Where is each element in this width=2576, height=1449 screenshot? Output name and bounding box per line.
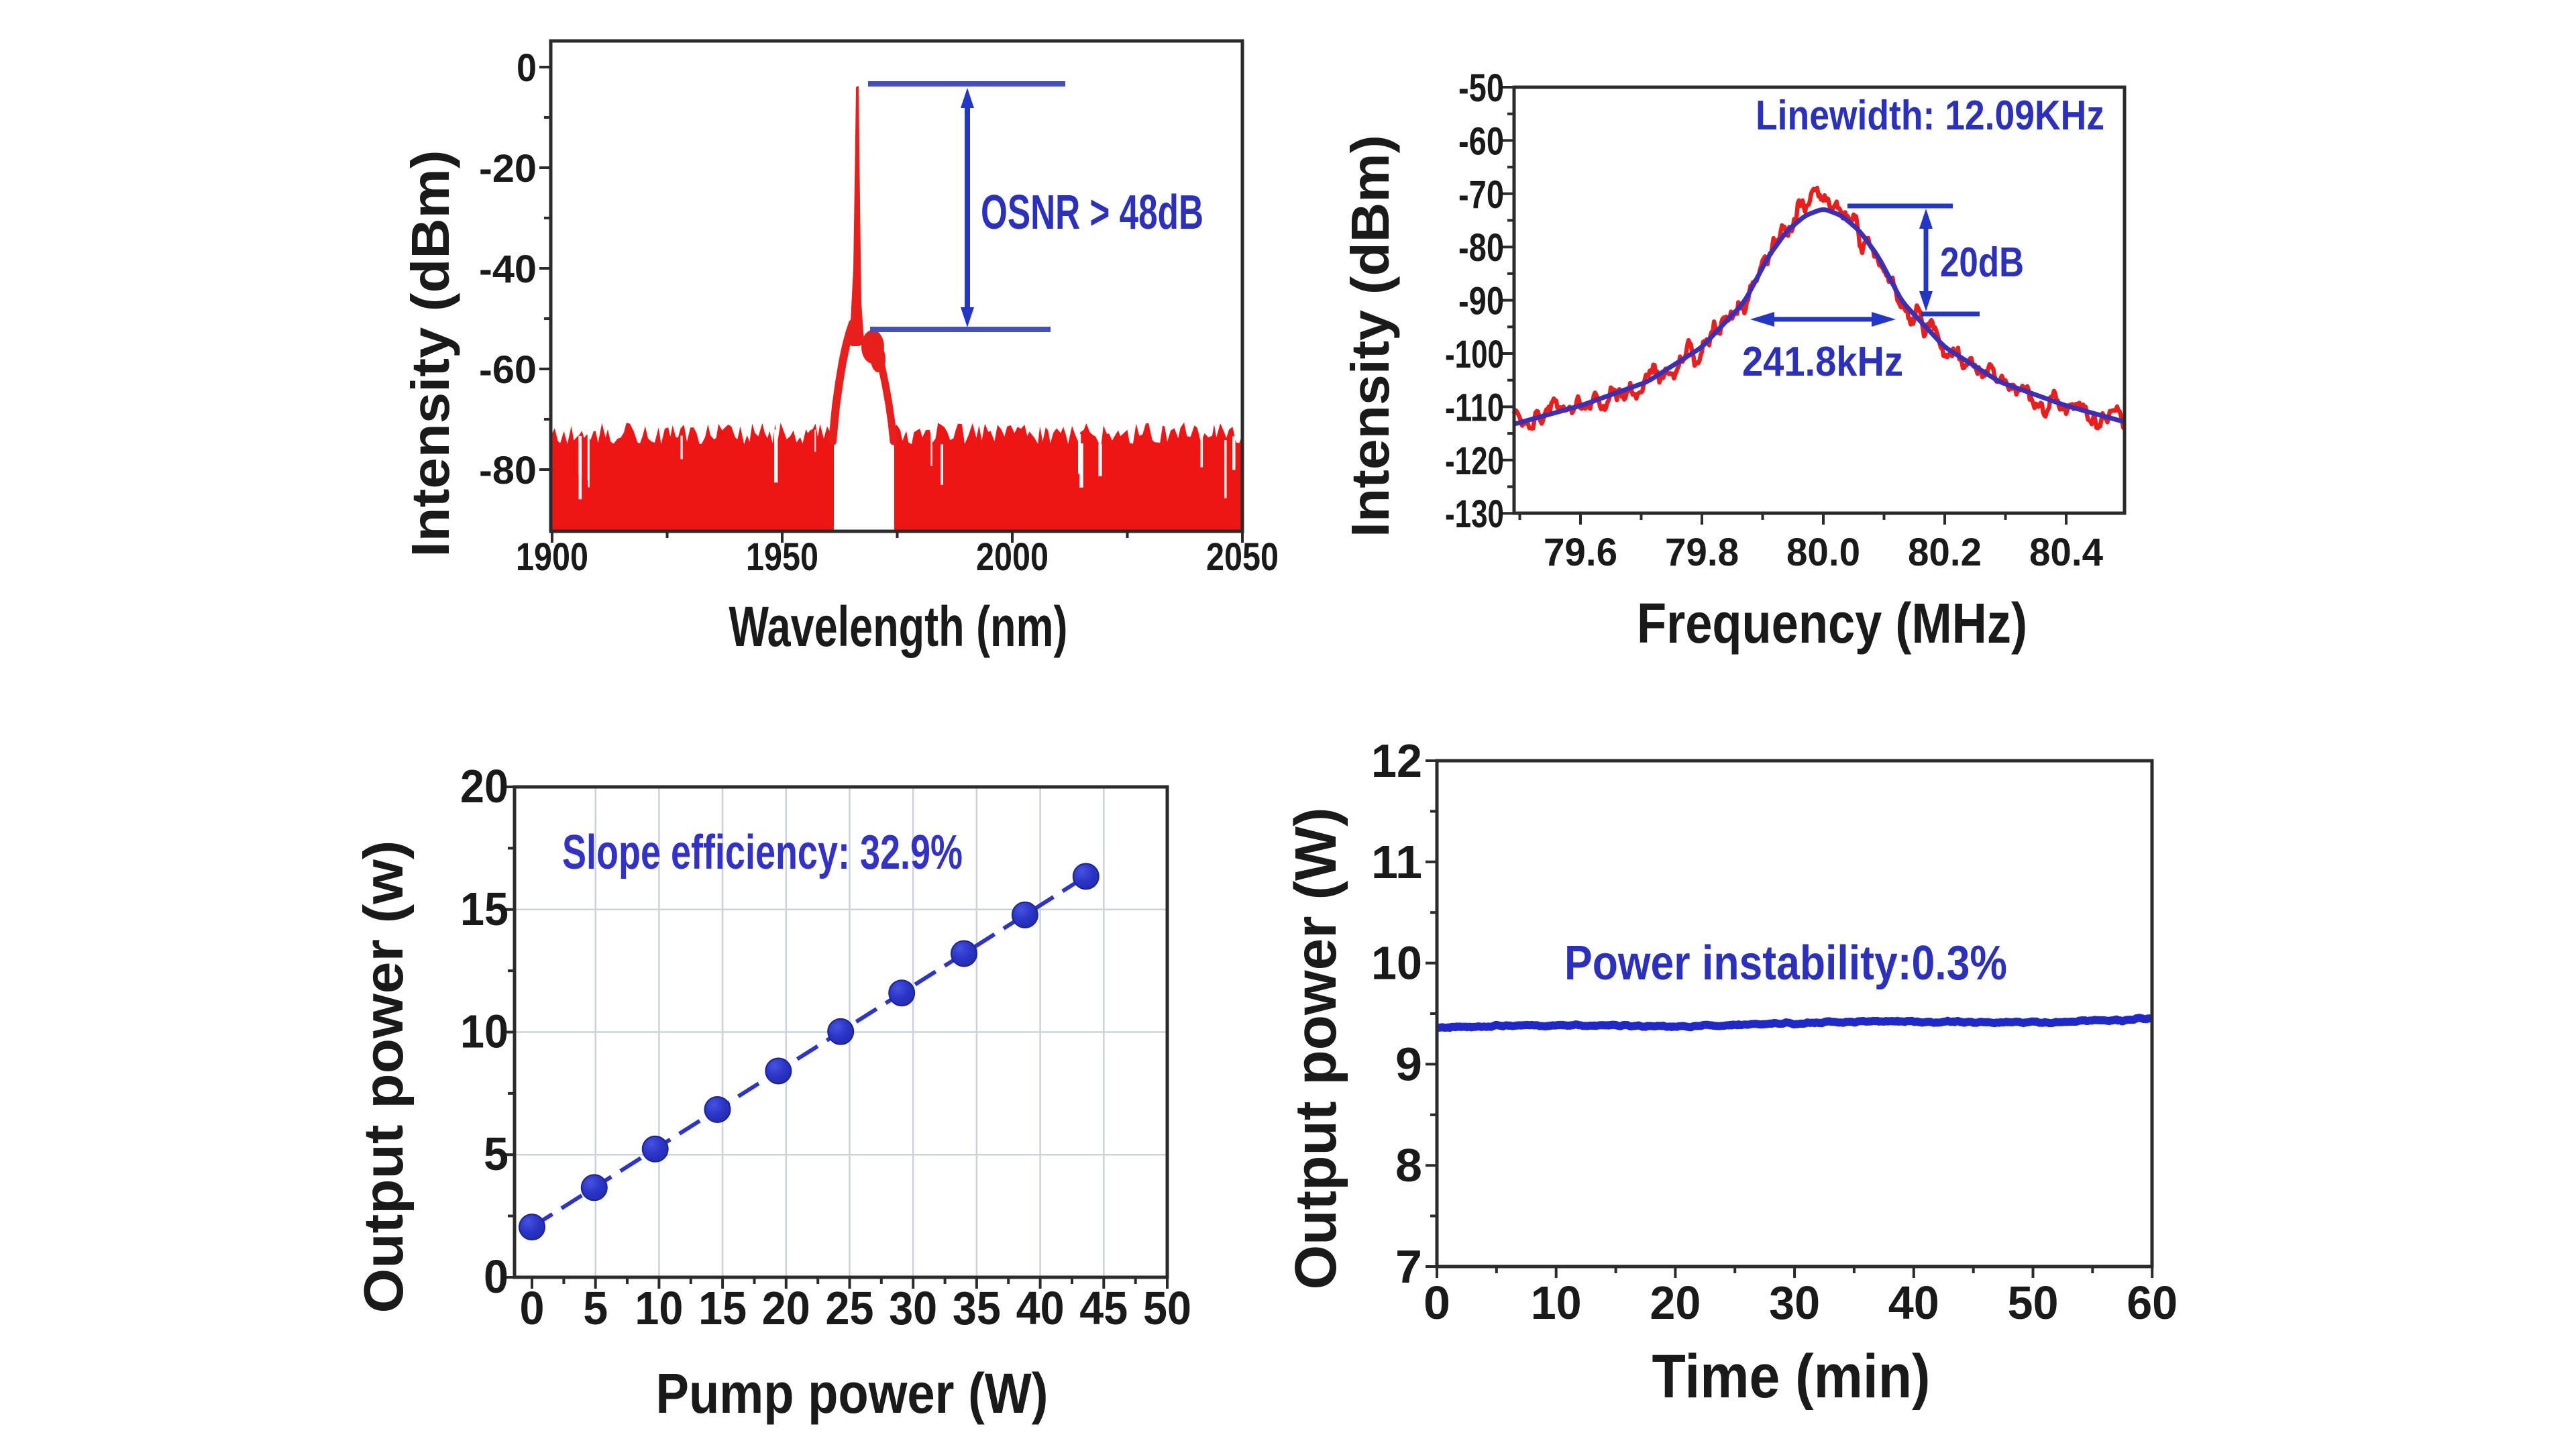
svg-text:45: 45 — [1079, 1282, 1128, 1334]
svg-text:Intensity (dBm): Intensity (dBm) — [1340, 135, 1400, 537]
svg-text:-40: -40 — [479, 248, 537, 291]
svg-text:-20: -20 — [479, 147, 537, 191]
svg-text:80.2: 80.2 — [1908, 531, 1982, 574]
svg-text:10: 10 — [460, 1006, 508, 1058]
svg-text:9: 9 — [1395, 1038, 1422, 1090]
svg-text:-100: -100 — [1445, 333, 1504, 376]
svg-text:-90: -90 — [1458, 280, 1504, 323]
svg-text:Frequency (MHz): Frequency (MHz) — [1637, 592, 2027, 655]
svg-text:80.4: 80.4 — [2029, 531, 2103, 574]
svg-text:5: 5 — [583, 1282, 608, 1334]
svg-text:11: 11 — [1371, 836, 1422, 888]
svg-text:5: 5 — [484, 1128, 508, 1180]
svg-text:0: 0 — [484, 1250, 508, 1303]
svg-text:-120: -120 — [1445, 439, 1504, 483]
svg-text:OSNR > 48dB: OSNR > 48dB — [981, 186, 1203, 239]
svg-text:7: 7 — [1395, 1240, 1422, 1293]
svg-text:1950: 1950 — [746, 535, 818, 579]
svg-text:-80: -80 — [479, 449, 537, 492]
svg-text:2050: 2050 — [1206, 535, 1279, 579]
svg-text:8: 8 — [1395, 1139, 1422, 1191]
svg-text:241.8kHz: 241.8kHz — [1742, 339, 1903, 385]
svg-text:Output power (w): Output power (w) — [352, 841, 415, 1313]
svg-text:25: 25 — [826, 1282, 874, 1334]
svg-text:-60: -60 — [1458, 119, 1504, 163]
svg-text:0: 0 — [517, 46, 537, 90]
svg-text:Slope efficiency: 32.9%: Slope efficiency: 32.9% — [562, 826, 963, 879]
svg-text:79.8: 79.8 — [1665, 531, 1739, 574]
svg-text:20: 20 — [460, 760, 508, 812]
svg-text:10: 10 — [635, 1282, 683, 1334]
svg-text:Linewidth: 12.09KHz: Linewidth: 12.09KHz — [1756, 93, 2104, 139]
svg-text:-70: -70 — [1458, 173, 1504, 217]
svg-text:20dB: 20dB — [1940, 239, 2024, 286]
svg-text:1900: 1900 — [516, 535, 588, 579]
svg-text:10: 10 — [1371, 937, 1422, 989]
svg-text:40: 40 — [1888, 1277, 1939, 1329]
svg-text:15: 15 — [698, 1282, 747, 1334]
svg-text:-110: -110 — [1445, 386, 1504, 429]
svg-text:Power instability:0.3%: Power instability:0.3% — [1564, 936, 2007, 990]
svg-text:-50: -50 — [1458, 66, 1504, 110]
svg-text:30: 30 — [889, 1282, 937, 1334]
svg-text:50: 50 — [1143, 1282, 1191, 1334]
svg-text:40: 40 — [1016, 1282, 1065, 1334]
svg-text:20: 20 — [1650, 1277, 1701, 1329]
svg-text:20: 20 — [762, 1282, 810, 1334]
svg-text:Output power (W): Output power (W) — [1283, 808, 1348, 1290]
svg-text:Wavelength (nm): Wavelength (nm) — [729, 595, 1068, 658]
svg-text:80.0: 80.0 — [1786, 531, 1860, 574]
svg-text:0: 0 — [520, 1282, 545, 1334]
svg-text:60: 60 — [2127, 1277, 2178, 1329]
svg-text:35: 35 — [953, 1282, 1001, 1334]
svg-text:Pump power (W): Pump power (W) — [656, 1362, 1049, 1425]
svg-text:50: 50 — [2008, 1277, 2059, 1329]
svg-text:Time (min): Time (min) — [1652, 1342, 1931, 1411]
svg-text:-60: -60 — [479, 348, 537, 392]
svg-text:15: 15 — [460, 883, 508, 935]
svg-text:0: 0 — [1424, 1277, 1450, 1329]
svg-text:10: 10 — [1531, 1277, 1582, 1329]
svg-text:79.6: 79.6 — [1544, 531, 1617, 574]
svg-text:-130: -130 — [1445, 492, 1504, 536]
svg-text:Intensity (dBm): Intensity (dBm) — [400, 150, 460, 557]
svg-text:30: 30 — [1769, 1277, 1820, 1329]
svg-text:12: 12 — [1371, 735, 1422, 787]
svg-text:-80: -80 — [1458, 226, 1504, 270]
svg-text:2000: 2000 — [976, 535, 1049, 579]
